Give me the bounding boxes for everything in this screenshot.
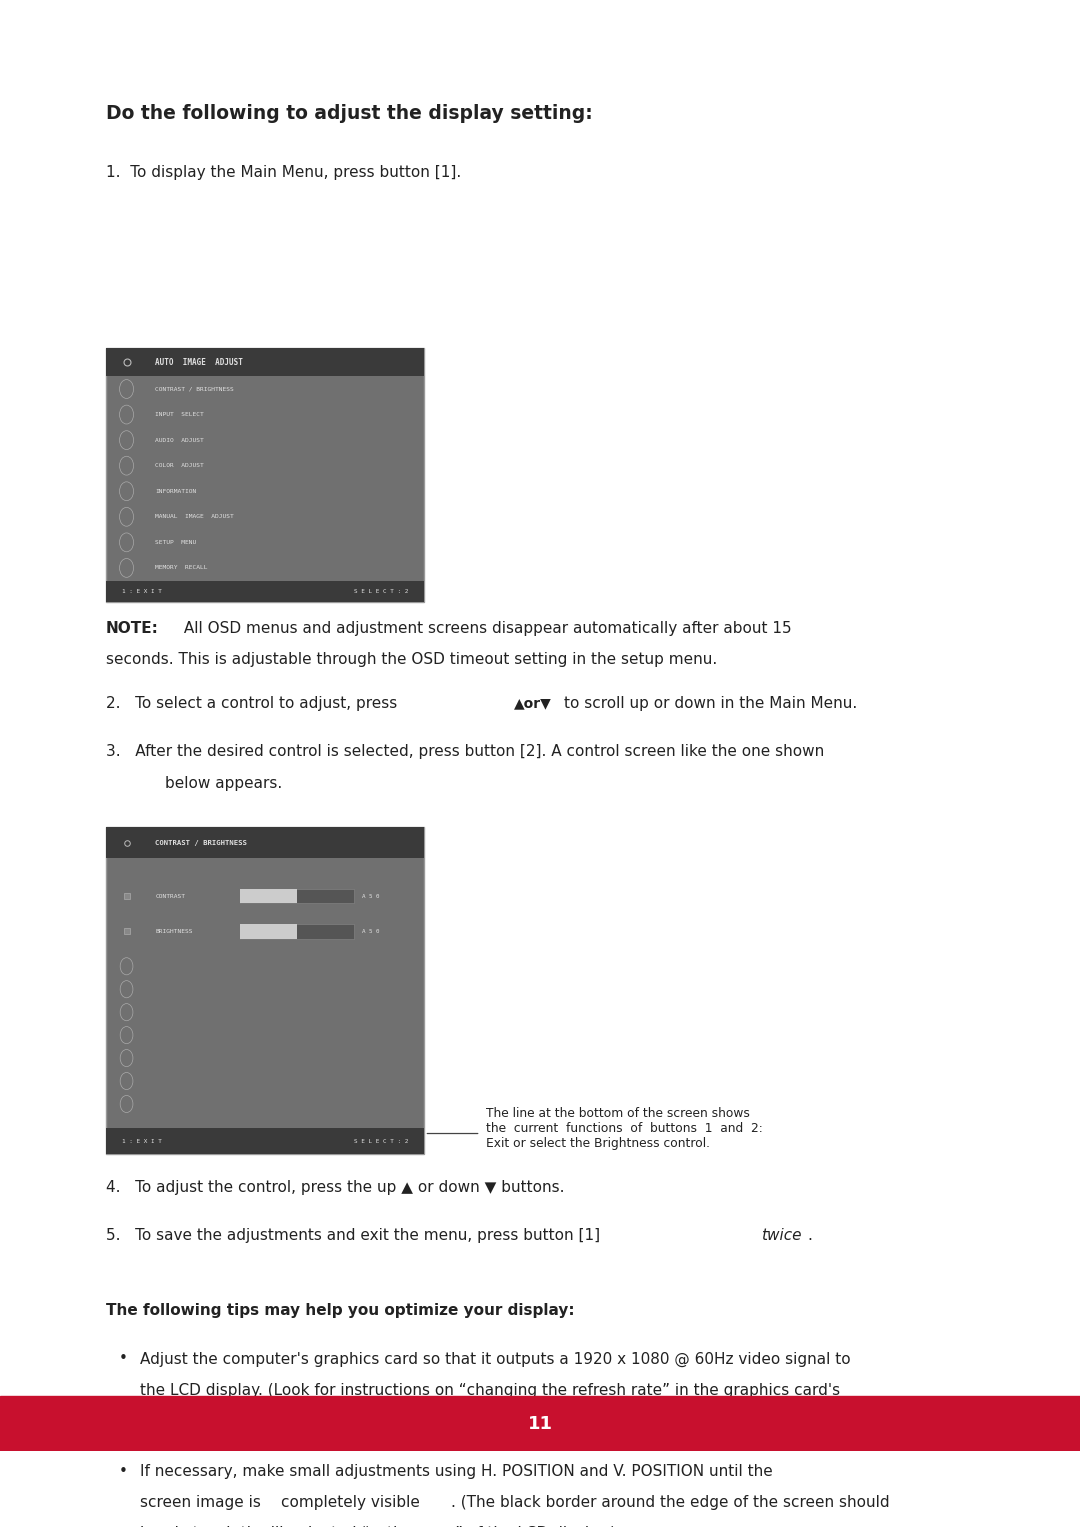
Bar — [240, 889, 297, 904]
Bar — [106, 828, 424, 1154]
Text: S E L E C T : 2: S E L E C T : 2 — [354, 589, 408, 594]
Text: Adjust the computer's graphics card so that it outputs a 1920 x 1080 @ 60Hz vide: Adjust the computer's graphics card so t… — [140, 1351, 851, 1367]
Text: INPUT  SELECT: INPUT SELECT — [156, 412, 204, 417]
Text: MANUAL  IMAGE  ADJUST: MANUAL IMAGE ADJUST — [156, 515, 234, 519]
Text: .: . — [808, 1228, 813, 1243]
Text: 1.  To display the Main Menu, press button [1].: 1. To display the Main Menu, press butto… — [106, 165, 461, 180]
Text: 5.   To save the adjustments and exit the menu, press button [1]: 5. To save the adjustments and exit the … — [106, 1228, 605, 1243]
Text: •: • — [119, 1351, 127, 1367]
Text: . (The black border around the edge of the screen should: . (The black border around the edge of t… — [451, 1495, 890, 1510]
Text: the LCD display. (Look for instructions on “changing the refresh rate” in the gr: the LCD display. (Look for instructions … — [140, 1382, 840, 1397]
Text: BRIGHTNESS: BRIGHTNESS — [156, 928, 192, 933]
Bar — [106, 1128, 424, 1154]
Bar — [106, 348, 424, 376]
Text: The line at the bottom of the screen shows
the  current  functions  of  buttons : The line at the bottom of the screen sho… — [486, 1107, 762, 1150]
Text: •: • — [119, 1464, 127, 1478]
Text: 1 : E X I T: 1 : E X I T — [122, 589, 162, 594]
Text: INFORMATION: INFORMATION — [156, 489, 197, 493]
Text: A 5 0: A 5 0 — [362, 928, 380, 933]
Text: Do the following to adjust the display setting:: Do the following to adjust the display s… — [106, 104, 593, 124]
Text: COLOR  ADJUST: COLOR ADJUST — [156, 463, 204, 469]
Text: 1 : E X I T: 1 : E X I T — [122, 1139, 162, 1144]
Text: seconds. This is adjustable through the OSD timeout setting in the setup menu.: seconds. This is adjustable through the … — [106, 652, 717, 667]
Bar — [240, 924, 297, 939]
Text: CONTRAST / BRIGHTNESS: CONTRAST / BRIGHTNESS — [156, 386, 234, 391]
Bar — [106, 580, 424, 602]
Bar — [240, 924, 354, 939]
Text: 11: 11 — [527, 1414, 553, 1432]
Text: If necessary, make small adjustments using H. POSITION and V. POSITION until the: If necessary, make small adjustments usi… — [140, 1464, 773, 1478]
Text: AUDIO  ADJUST: AUDIO ADJUST — [156, 438, 204, 443]
Bar — [0, 1396, 1080, 1451]
Text: SETUP  MENU: SETUP MENU — [156, 541, 197, 545]
Text: below appears.: below appears. — [165, 776, 283, 791]
Text: screen image is: screen image is — [140, 1495, 266, 1510]
Bar — [106, 828, 424, 858]
Text: All OSD menus and adjustment screens disappear automatically after about 15: All OSD menus and adjustment screens dis… — [179, 621, 792, 637]
Text: ▲or▼: ▲or▼ — [514, 696, 552, 710]
Text: 3.   After the desired control is selected, press button [2]. A control screen l: 3. After the desired control is selected… — [106, 744, 824, 759]
Text: CONTRAST / BRIGHTNESS: CONTRAST / BRIGHTNESS — [156, 840, 247, 846]
Text: MEMORY  RECALL: MEMORY RECALL — [156, 565, 207, 571]
Text: CONTRAST: CONTRAST — [156, 893, 186, 898]
Text: user guide.): user guide.) — [140, 1414, 232, 1429]
Bar — [106, 348, 424, 602]
Text: S E L E C T : 2: S E L E C T : 2 — [354, 1139, 408, 1144]
Text: 2.   To select a control to adjust, press: 2. To select a control to adjust, press — [106, 696, 397, 712]
Text: twice: twice — [761, 1228, 801, 1243]
Bar — [240, 889, 354, 904]
Text: 4.   To adjust the control, press the up ▲ or down ▼ buttons.: 4. To adjust the control, press the up ▲… — [106, 1180, 565, 1196]
Text: The following tips may help you optimize your display:: The following tips may help you optimize… — [106, 1303, 575, 1318]
Text: NOTE:: NOTE: — [106, 621, 159, 637]
Text: AUTO  IMAGE  ADJUST: AUTO IMAGE ADJUST — [156, 357, 243, 366]
Text: completely visible: completely visible — [281, 1495, 420, 1510]
Text: to scroll up or down in the Main Menu.: to scroll up or down in the Main Menu. — [564, 696, 858, 712]
Text: A 5 0: A 5 0 — [362, 893, 380, 898]
